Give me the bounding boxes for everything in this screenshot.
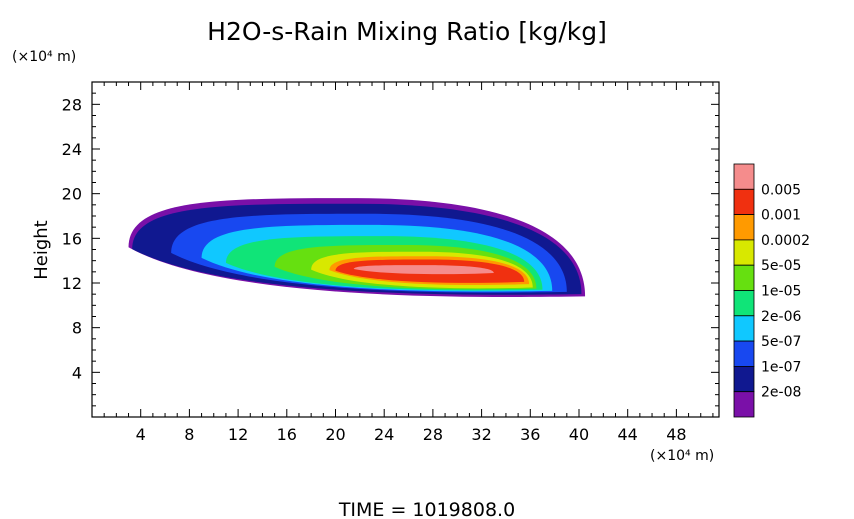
y-tick-label: 12: [62, 274, 82, 293]
colorbar-label: 1e-05: [761, 284, 801, 300]
colorbar-label: 5e-05: [761, 258, 801, 274]
y-tick-label: 8: [72, 319, 82, 338]
colorbar: 0.005 0.001 0.0002 5e-05 1e-05 2e-06 5e-07 1e-0…: [733, 163, 810, 418]
colorbar-swatch: [733, 214, 755, 241]
x-tick-label: 28: [423, 425, 443, 444]
colorbar-swatch: [733, 391, 755, 418]
y-tick-label: 16: [62, 229, 82, 248]
colorbar-swatch: [733, 340, 755, 367]
y-tick-label: 4: [72, 363, 82, 382]
contour-band-9: [353, 265, 494, 275]
y-tick-label: 24: [62, 140, 82, 159]
y-axis-label: Height: [31, 220, 52, 280]
colorbar-swatch: [733, 264, 755, 291]
x-unit-label: (×10⁴ m): [650, 448, 714, 464]
x-tick-label: 8: [184, 425, 194, 444]
colorbar-label: 0.005: [761, 182, 801, 198]
x-tick-label: 40: [569, 425, 589, 444]
x-tick-label: 16: [277, 425, 297, 444]
colorbar-swatch: [733, 188, 755, 216]
x-tick-label: 20: [325, 425, 345, 444]
colorbar-swatch: [733, 365, 755, 393]
colorbar-label: 1e-07: [761, 359, 801, 375]
colorbar-label: 0.0002: [761, 233, 810, 249]
x-tick-label: 44: [618, 425, 638, 444]
x-tick-label: 12: [228, 425, 248, 444]
y-tick-label: 28: [62, 95, 82, 114]
x-tick-label: 36: [520, 425, 540, 444]
colorbar-swatch: [733, 290, 755, 317]
chart-title: H2O-s-Rain Mixing Ratio [kg/kg]: [207, 17, 607, 46]
colorbar-label: 5e-07: [761, 334, 801, 350]
colorbar-swatch: [733, 315, 755, 342]
x-tick-label: 24: [374, 425, 394, 444]
colorbar-label: 2e-08: [761, 385, 801, 401]
contour-field: [128, 198, 586, 298]
y-tick-label: 20: [62, 185, 82, 204]
colorbar-swatch: [733, 163, 755, 190]
colorbar-swatch: [733, 239, 755, 266]
colorbar-label: 0.001: [761, 208, 801, 224]
x-tick-label: 4: [136, 425, 146, 444]
x-tick-label: 48: [666, 425, 686, 444]
y-unit-label: (×10⁴ m): [12, 49, 76, 65]
time-footer: TIME = 1019808.0: [338, 499, 515, 519]
colorbar-label: 2e-06: [761, 309, 801, 325]
x-tick-label: 32: [471, 425, 491, 444]
